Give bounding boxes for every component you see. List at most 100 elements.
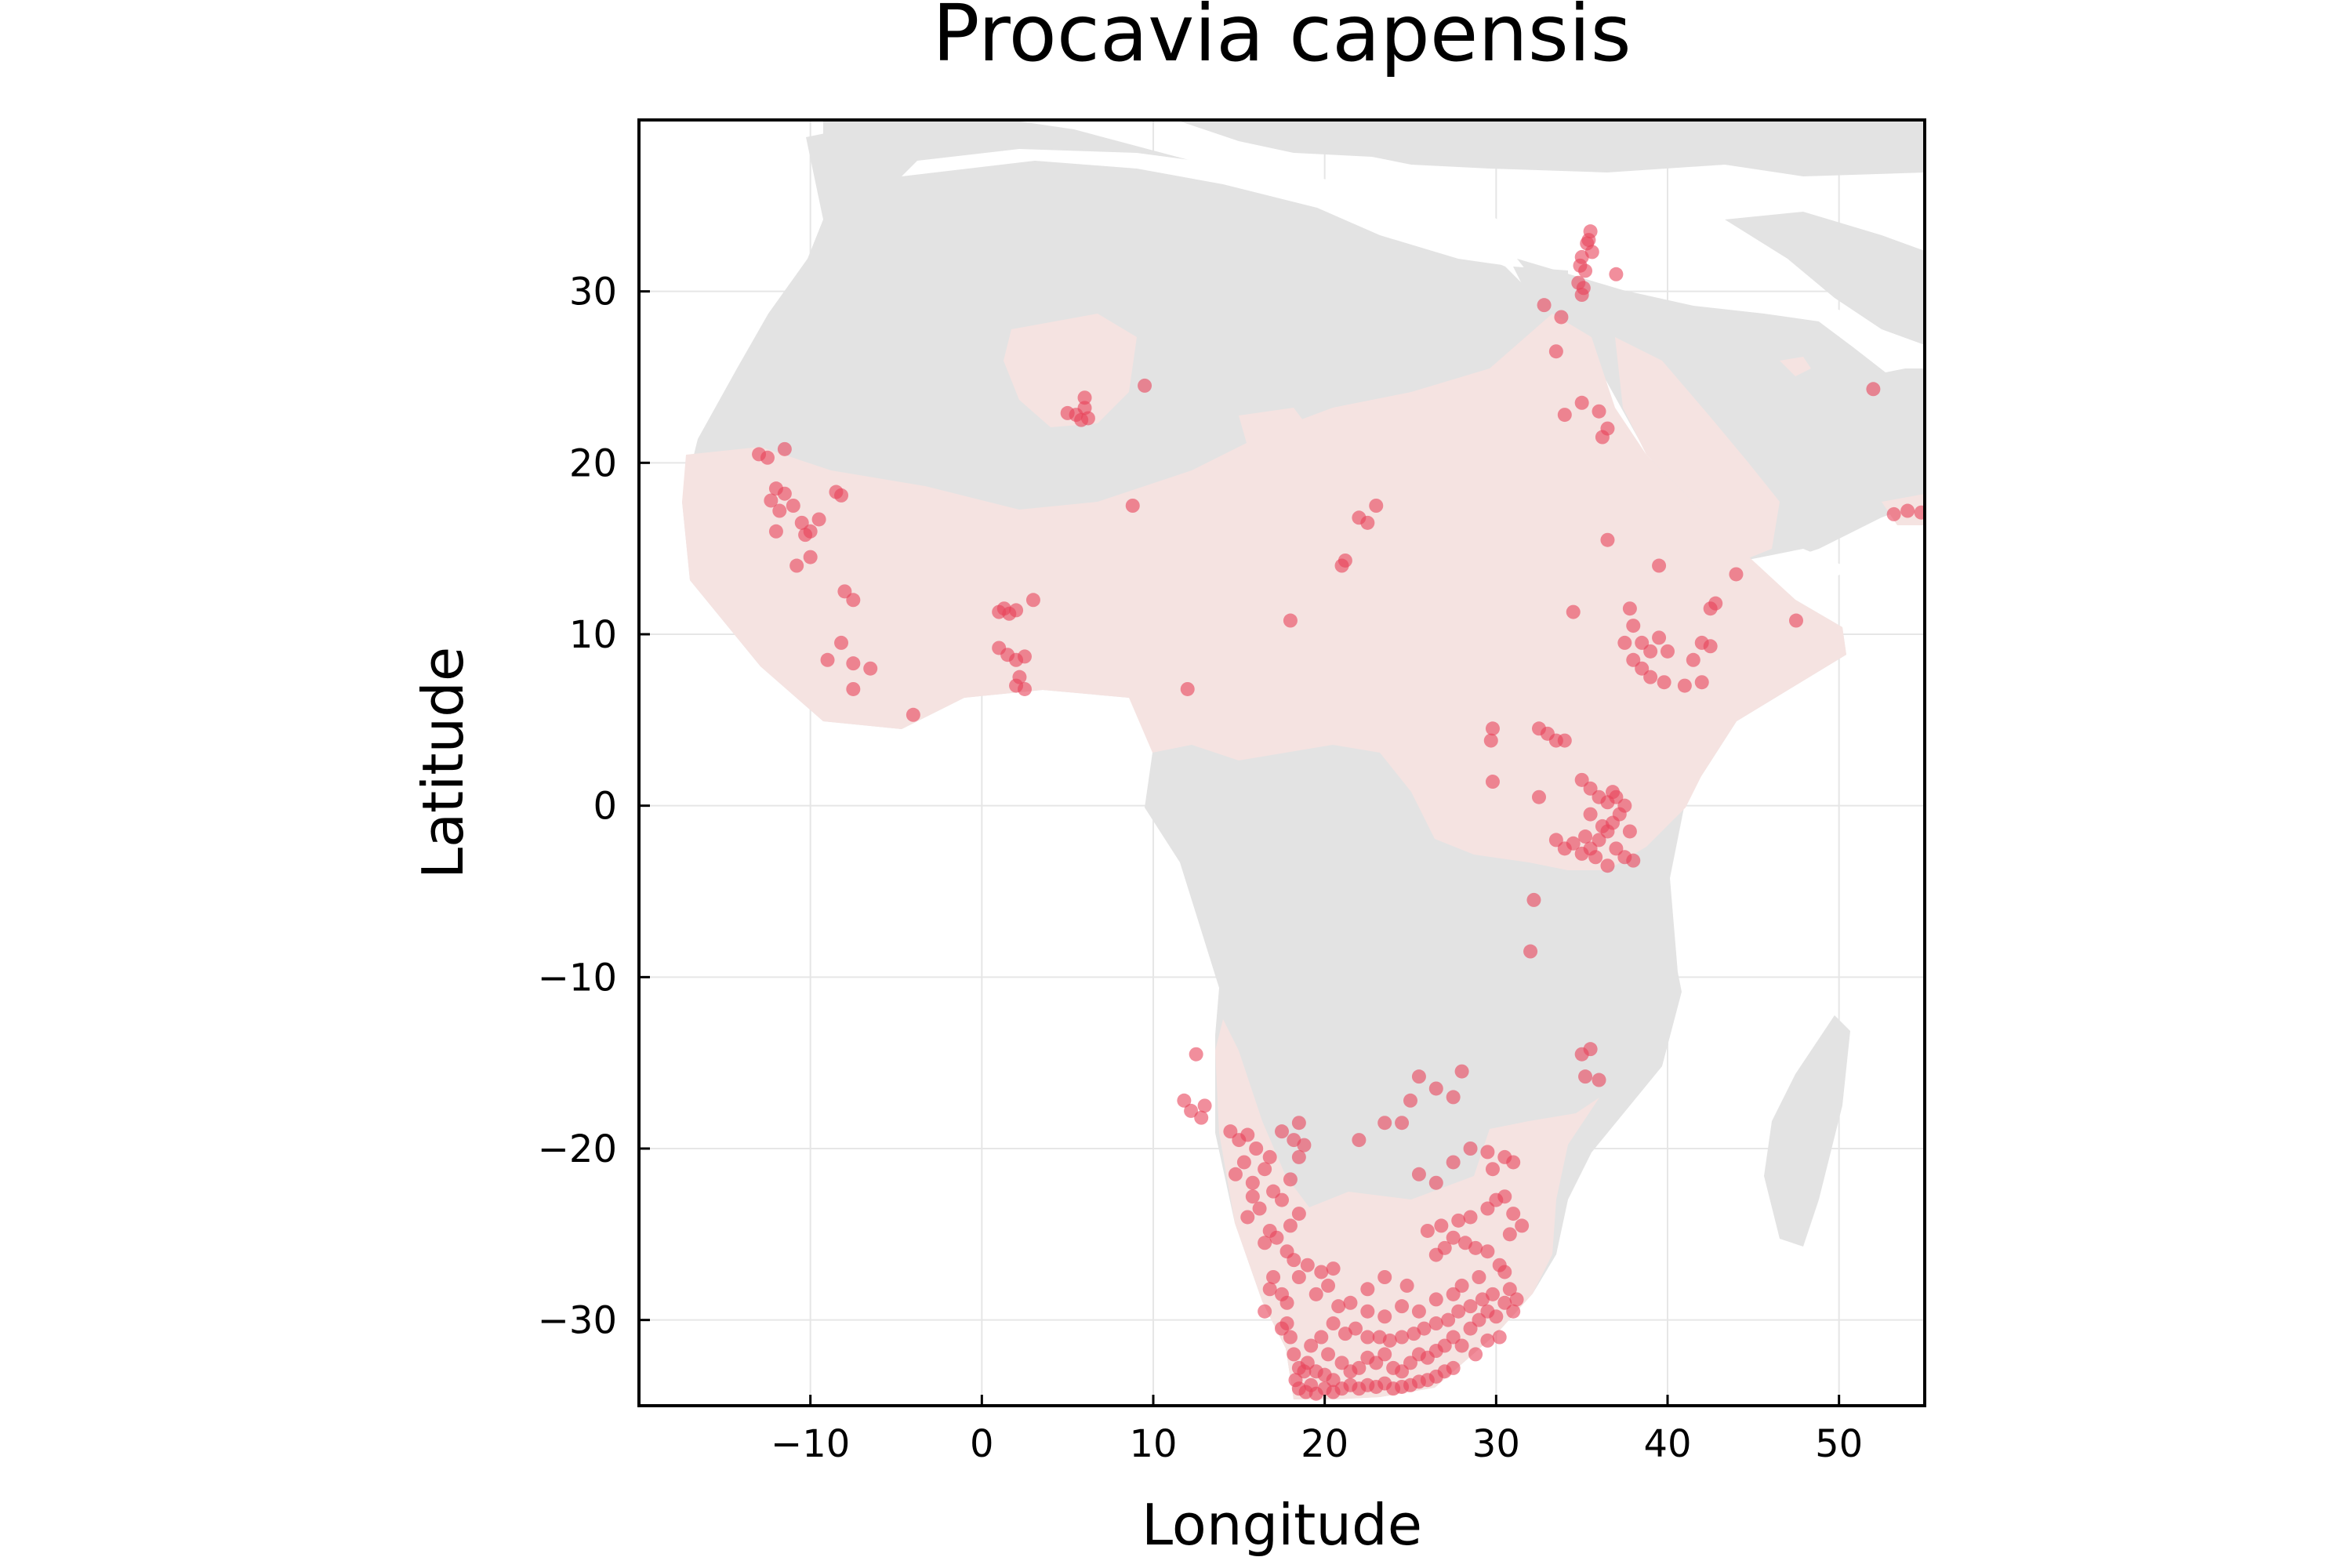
occurrence-point [1574, 772, 1589, 787]
occurrence-point [1411, 1304, 1426, 1319]
occurrence-point [1463, 1210, 1478, 1225]
occurrence-point [1125, 499, 1140, 513]
occurrence-point [1454, 1278, 1469, 1293]
occurrence-point [1291, 1149, 1306, 1164]
occurrence-point [1485, 1162, 1500, 1177]
occurrence-point [1258, 1236, 1272, 1250]
occurrence-point [1321, 1278, 1336, 1293]
occurrence-point [1428, 1247, 1443, 1262]
occurrence-point [1554, 310, 1569, 325]
x-tick-label: 10 [1129, 1422, 1177, 1466]
occurrence-point [1304, 1338, 1319, 1353]
occurrence-point [1584, 245, 1599, 260]
occurrence-point [1446, 1090, 1461, 1105]
occurrence-point [1372, 1330, 1387, 1345]
occurrence-point [789, 558, 804, 573]
occurrence-point [1866, 382, 1881, 397]
occurrence-point [1428, 1081, 1443, 1096]
occurrence-point [1526, 892, 1541, 907]
occurrence-point [846, 593, 861, 608]
occurrence-point [786, 499, 800, 513]
occurrence-point [863, 661, 878, 676]
occurrence-point [1291, 1270, 1306, 1284]
occurrence-point [1223, 1124, 1238, 1139]
occurrence-point [798, 528, 813, 543]
occurrence-point [1245, 1175, 1260, 1190]
occurrence-point [1581, 233, 1596, 248]
occurrence-point [1574, 846, 1589, 861]
occurrence-point [1395, 1116, 1410, 1131]
occurrence-point [1583, 781, 1598, 796]
occurrence-point [1652, 630, 1667, 645]
occurrence-point [1480, 1333, 1495, 1348]
occurrence-point [1369, 499, 1384, 513]
occurrence-point [1446, 1360, 1461, 1375]
arabia-landmass [1517, 259, 1925, 572]
occurrence-point [1703, 601, 1718, 616]
occurrence-point [1291, 1116, 1306, 1131]
y-tick-label: −20 [538, 1127, 617, 1171]
occurrence-point [1025, 593, 1040, 608]
occurrence-point [1283, 1330, 1298, 1345]
occurrence-point [1283, 1172, 1298, 1187]
occurrence-point [1291, 1207, 1306, 1221]
occurrence-point [1343, 1295, 1358, 1310]
occurrence-point [1275, 1192, 1289, 1207]
occurrence-point [1275, 1124, 1289, 1139]
occurrence-point [1523, 944, 1538, 959]
occurrence-point [1643, 670, 1658, 684]
occurrence-point [1428, 1175, 1443, 1190]
range-hoggar [1004, 314, 1137, 427]
occurrence-point [1686, 652, 1700, 667]
occurrence-point [1485, 775, 1500, 789]
occurrence-point [834, 488, 849, 503]
occurrence-point [1454, 1064, 1469, 1079]
occurrence-point [846, 681, 861, 696]
occurrence-point [1652, 558, 1667, 573]
occurrence-point [1326, 1261, 1341, 1276]
occurrence-point [1352, 1133, 1367, 1148]
occurrence-point [1573, 258, 1588, 273]
occurrence-point [1077, 390, 1092, 405]
range-sahel [682, 314, 1846, 870]
occurrence-point [1635, 635, 1650, 650]
occurrence-point [1300, 1258, 1315, 1272]
occurrence-point [1506, 1207, 1521, 1221]
occurrence-point [820, 652, 835, 667]
occurrence-point [1480, 1244, 1495, 1259]
occurrence-point [764, 493, 779, 508]
occurrence-point [1441, 1312, 1456, 1327]
occurrence-point [1258, 1162, 1272, 1177]
occurrence-point [1266, 1270, 1281, 1284]
occurrence-point [1228, 1167, 1243, 1181]
occurrence-point [1395, 1299, 1410, 1314]
occurrence-point [1352, 1360, 1367, 1375]
madagascar-landmass [1764, 1015, 1850, 1247]
occurrence-point [1626, 853, 1641, 868]
occurrence-point [1677, 678, 1692, 693]
occurrence-point [1420, 1223, 1435, 1238]
occurrence-point [1434, 1218, 1449, 1233]
occurrence-point [1457, 1236, 1472, 1250]
occurrence-point [1326, 1316, 1341, 1331]
occurrence-point [1360, 1282, 1375, 1297]
occurrence-point [1609, 841, 1624, 856]
occurrence-point [1194, 1110, 1209, 1125]
occurrence-point [1321, 1347, 1336, 1362]
iran-landmass [1725, 212, 1925, 345]
occurrence-point [1583, 807, 1598, 822]
occurrence-point [1492, 1258, 1507, 1272]
occurrence-point [768, 524, 783, 539]
occurrence-point [1557, 408, 1572, 423]
occurrence-point [1275, 1321, 1289, 1336]
x-tick-label: 20 [1301, 1422, 1348, 1466]
occurrence-point [1240, 1127, 1255, 1142]
occurrence-point [1262, 1149, 1277, 1164]
occurrence-point [1428, 1316, 1443, 1331]
occurrence-point [1694, 675, 1709, 690]
occurrence-point [1018, 681, 1032, 696]
range-iran-patch [1780, 357, 1811, 376]
occurrence-point [1914, 505, 1925, 520]
occurrence-point [1138, 378, 1152, 393]
